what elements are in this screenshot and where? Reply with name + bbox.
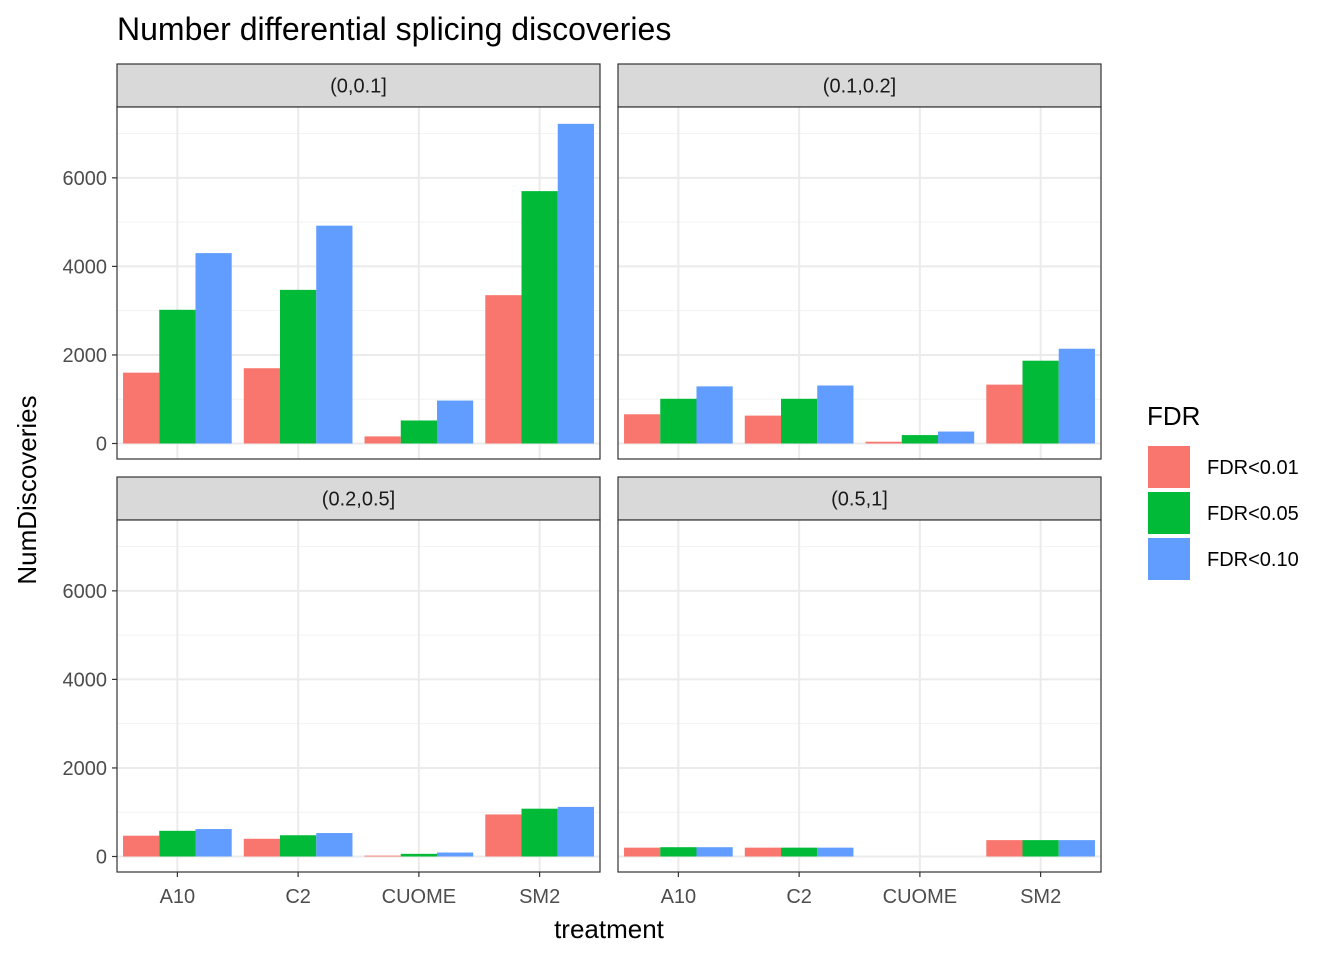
panel-border — [116, 106, 601, 460]
strip-background — [116, 63, 601, 108]
y-tick-label: 0 — [96, 434, 107, 456]
bar — [316, 225, 353, 444]
bar — [744, 847, 782, 857]
x-tick-label: SM2 — [519, 886, 560, 908]
panel-border — [116, 519, 601, 873]
bar — [624, 414, 661, 444]
bar — [159, 830, 196, 857]
bar — [901, 435, 938, 444]
x-tick-label: CUOME — [382, 886, 456, 908]
panel-border — [617, 106, 1102, 460]
bar — [1058, 840, 1095, 857]
strip-label: (0.1,0.2] — [823, 76, 896, 98]
bar — [123, 835, 160, 857]
bar — [624, 847, 661, 857]
bar — [400, 420, 437, 444]
legend-label: FDR<0.01 — [1207, 457, 1299, 479]
panel: (0.2,0.5] 0 2000 4000 6000 A10 C2 CUOME SM2 — [63, 476, 601, 908]
bar — [195, 829, 232, 857]
panel: (0.5,1] A10 C2 CUOME SM2 — [617, 476, 1102, 908]
panel-background — [618, 520, 1101, 872]
chart-title: Number differential splicing discoveries — [117, 11, 671, 47]
x-axis-label: treatment — [554, 914, 665, 944]
legend-swatch — [1148, 538, 1190, 580]
bar — [400, 853, 437, 857]
bar — [364, 855, 401, 857]
bar — [986, 384, 1023, 444]
bar — [696, 386, 733, 444]
bar — [485, 814, 522, 857]
bar — [865, 441, 902, 444]
bar — [1022, 840, 1059, 857]
bar — [781, 847, 818, 857]
strip-background — [617, 476, 1102, 521]
legend-label: FDR<0.05 — [1207, 503, 1299, 525]
panel: (0,0.1] 0 2000 4000 6000 — [63, 63, 601, 460]
bar — [781, 398, 818, 444]
bar — [521, 808, 558, 857]
y-tick-label: 2000 — [63, 345, 108, 367]
bar — [986, 840, 1023, 857]
y-tick-label: 6000 — [63, 581, 108, 603]
panel: (0.1,0.2] — [617, 63, 1102, 460]
x-tick-label: C2 — [285, 886, 311, 908]
bar — [316, 833, 353, 857]
y-tick-label: 4000 — [63, 669, 108, 691]
y-tick-label: 6000 — [63, 168, 108, 190]
bar — [937, 431, 975, 444]
bar — [660, 847, 697, 857]
x-tick-label: C2 — [786, 886, 812, 908]
bar — [744, 415, 782, 444]
legend-label: FDR<0.10 — [1207, 549, 1299, 571]
x-tick-label: SM2 — [1020, 886, 1061, 908]
y-axis-label: NumDiscoveries — [12, 395, 42, 584]
bar — [696, 847, 733, 857]
bar — [1022, 360, 1059, 444]
bar — [817, 847, 854, 857]
bar — [243, 368, 281, 444]
bar — [159, 309, 196, 444]
strip-label: (0.5,1] — [831, 489, 888, 511]
bar — [485, 295, 522, 444]
bar — [1058, 348, 1095, 444]
y-tick-label: 4000 — [63, 256, 108, 278]
bar — [280, 289, 317, 444]
legend-swatch — [1148, 446, 1190, 488]
bar — [436, 852, 474, 857]
x-tick-label: CUOME — [883, 886, 957, 908]
strip-background — [116, 476, 601, 521]
bar — [280, 835, 317, 857]
bar — [660, 398, 697, 444]
panels: (0,0.1] 0 2000 4000 6000 (0.1,0.2] (0.2,0.5] 0 2… — [63, 63, 1102, 908]
strip-label: (0.2,0.5] — [322, 489, 395, 511]
y-tick-label: 0 — [96, 847, 107, 869]
legend: FDR FDR<0.01 FDR<0.05 FDR<0.10 — [1147, 401, 1299, 580]
bar — [364, 436, 401, 444]
bar — [123, 372, 160, 444]
bar — [243, 838, 281, 857]
legend-swatch — [1148, 492, 1190, 534]
bar — [557, 123, 594, 444]
bar — [195, 253, 232, 444]
legend-title: FDR — [1147, 401, 1200, 431]
panel-background — [117, 520, 600, 872]
bar — [521, 191, 558, 444]
y-tick-label: 2000 — [63, 758, 108, 780]
bar — [436, 400, 474, 444]
x-tick-label: A10 — [661, 886, 697, 908]
x-tick-label: A10 — [160, 886, 196, 908]
bar — [557, 806, 594, 857]
bar — [817, 385, 854, 444]
strip-label: (0,0.1] — [330, 76, 387, 98]
panel-border — [617, 519, 1102, 873]
